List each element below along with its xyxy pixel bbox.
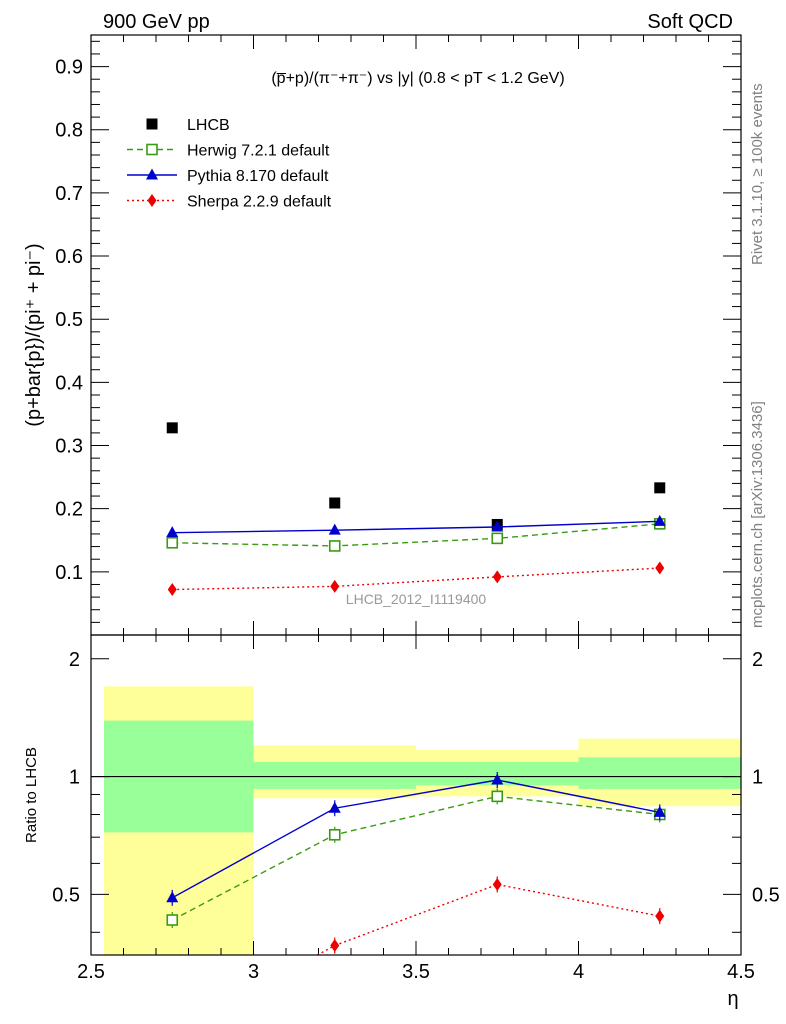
bottom-y-axis-label: Ratio to LHCB [23, 747, 40, 843]
ratio-y-tick-label-left: 0.5 [52, 884, 80, 906]
lhcb-point [654, 482, 666, 494]
band-green [578, 757, 741, 789]
ratio-pythia-line [171, 779, 660, 899]
herwig-point [491, 532, 504, 545]
rivet-label: Rivet 3.1.10, ≥ 100k events [749, 83, 766, 265]
herwig-point [328, 540, 341, 552]
ratio-pythia-point [653, 805, 666, 817]
top-panel-axes: 0.1 0.2 0.3 0.4 0.5 0.6 0.7 0.8 0.9 [55, 35, 742, 635]
pythia-line [172, 520, 660, 534]
legend-label-lhcb: LHCB [187, 117, 230, 134]
y-tick-label: 0.1 [55, 562, 83, 584]
uncertainty-bands [104, 686, 741, 955]
legend: LHCB Herwig 7.2.1 default Pythia 8.170 def… [127, 117, 332, 211]
analysis-watermark: LHCB_2012_I1119400 [346, 591, 487, 607]
legend-marker-lhcb [146, 118, 158, 130]
top-y-axis-label: (p+bar{p})/(pi⁺ + pi⁻) [23, 243, 45, 426]
y-tick-label: 0.7 [55, 183, 83, 205]
ratio-sherpa-point [492, 877, 502, 891]
y-tick-label: 0.4 [55, 372, 83, 394]
sherpa-line [172, 567, 660, 591]
ratio-y-tick-label-right: 1 [752, 767, 763, 789]
legend-label-pythia: Pythia 8.170 default [187, 168, 329, 185]
ratio-herwig-point [166, 914, 179, 926]
y-tick-label: 0.6 [55, 246, 83, 268]
ratio-sherpa-point [655, 909, 665, 923]
pythia-point [491, 520, 504, 532]
legend-label-herwig: Herwig 7.2.1 default [187, 143, 330, 160]
series-sherpa [167, 561, 665, 597]
pythia-point [328, 523, 341, 535]
ratio-panel-axes: 0.5 0.5 1 1 2 2 2.5 3 3.5 4 4.5 [52, 635, 780, 983]
pythia-point [653, 514, 666, 526]
ratio-y-tick-label-left: 1 [69, 767, 80, 789]
ratio-pythia-point [328, 801, 341, 813]
ratio-panel-series [166, 771, 666, 955]
pythia-point [166, 526, 179, 538]
x-tick-label: 3.5 [402, 961, 430, 983]
x-tick-label: 4 [573, 961, 584, 983]
ratio-series-pythia [166, 771, 666, 906]
ratio-y-tick-label-right: 2 [752, 649, 763, 671]
x-axis-label: η [727, 988, 738, 1010]
ratio-herwig-point [328, 828, 341, 841]
top-panel-series [166, 422, 666, 597]
sherpa-point [330, 579, 340, 593]
y-tick-label: 0.9 [55, 57, 83, 79]
series-pythia [166, 514, 666, 538]
herwig-line [172, 523, 660, 547]
band-green [253, 761, 416, 789]
ratio-sherpa-line [315, 883, 660, 955]
legend-marker-herwig [146, 143, 158, 156]
ratio-y-tick-label-right: 0.5 [752, 884, 780, 906]
ratio-series-sherpa [315, 876, 665, 955]
y-tick-label: 0.2 [55, 499, 83, 521]
sherpa-point [655, 561, 665, 575]
ratio-sherpa-point [330, 939, 340, 953]
x-tick-label: 2.5 [77, 961, 105, 983]
ratio-y-tick-label-left: 2 [69, 649, 80, 671]
y-tick-label: 0.8 [55, 120, 83, 142]
lhcb-point [329, 497, 341, 509]
chart-title: (p̅+p)/(π⁻+π⁻) vs |y| (0.8 < pT < 1.2 Ge… [271, 70, 564, 87]
y-tick-label: 0.5 [55, 309, 83, 331]
energy-label: 900 GeV pp [103, 11, 210, 33]
ratio-pythia-point [491, 773, 504, 785]
mcplots-label: mcplots.cern.ch [arXiv:1306.3436] [749, 401, 766, 628]
ratio-pythia-point [166, 891, 179, 903]
legend-marker-pythia [146, 168, 158, 180]
legend-label-sherpa: Sherpa 2.2.9 default [187, 194, 332, 211]
sherpa-point [492, 570, 502, 584]
ratio-panel-frame [90, 634, 742, 956]
legend-marker-sherpa [147, 194, 157, 207]
series-lhcb [166, 422, 666, 530]
lhcb-point [166, 422, 178, 434]
ratio-herwig-line [171, 795, 660, 921]
sherpa-point [167, 583, 177, 597]
process-label: Soft QCD [647, 11, 733, 33]
y-tick-label: 0.3 [55, 436, 83, 458]
ratio-herwig-point [491, 790, 504, 803]
herwig-point [166, 536, 179, 549]
x-tick-label: 4.5 [727, 961, 755, 983]
x-tick-label: 3 [248, 961, 259, 983]
